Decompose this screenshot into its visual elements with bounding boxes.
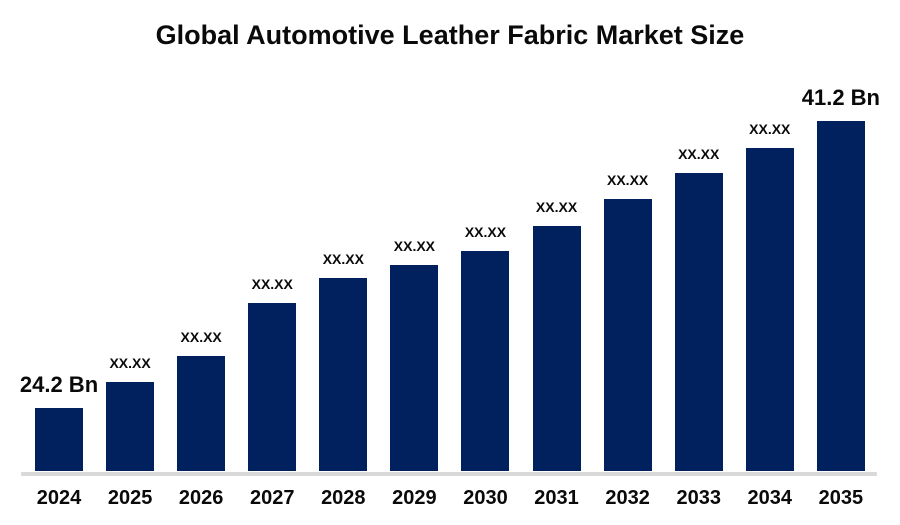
bar-group-2028: XX.XX	[319, 251, 368, 471]
bar	[816, 121, 865, 471]
x-axis-label: 2031	[534, 487, 579, 509]
bar-group-2027: XX.XX	[248, 276, 297, 471]
bar-value-label: 24.2 Bn	[19, 372, 99, 397]
bar	[674, 173, 723, 471]
bar-value-label: XX.XX	[322, 251, 364, 267]
x-axis-label: 2034	[747, 487, 793, 509]
x-axis-label: 2035	[818, 487, 864, 509]
bar-group-2030: XX.XX	[461, 224, 510, 471]
bar-value-label: XX.XX	[464, 224, 507, 240]
bar	[745, 148, 794, 471]
bar-group-2033: XX.XX	[674, 146, 723, 471]
bar-value-label: XX.XX	[393, 238, 436, 254]
x-axis-label: 2027	[249, 487, 295, 509]
bar-value-label: XX.XX	[678, 146, 720, 162]
plot-area: 24.2 Bn XX.XX XX.XX XX.XX XX.XX XX.XX XX.XX XX.…	[20, 60, 880, 471]
bar	[461, 251, 510, 471]
bar-value-label: XX.XX	[749, 121, 791, 137]
x-axis-label: 2024	[36, 487, 82, 509]
x-axis-labels: 2024 2025 2026 2027 2028 2029 2030 2031 2032 2033…	[35, 487, 865, 510]
bar-value-label: XX.XX	[535, 199, 578, 215]
bar	[532, 226, 581, 471]
bar	[603, 199, 652, 471]
x-axis-label: 2026	[178, 487, 224, 509]
bar	[106, 382, 155, 471]
bar	[390, 265, 439, 471]
bar-group-2029: XX.XX	[390, 238, 439, 471]
bar	[248, 303, 297, 471]
bar-value-label: XX.XX	[607, 172, 649, 188]
bar-group-2035: 41.2 Bn	[802, 87, 880, 471]
bar-group-2024: 24.2 Bn	[20, 374, 98, 471]
bar	[177, 356, 226, 471]
bar	[319, 278, 368, 471]
x-axis-label: 2030	[463, 487, 508, 509]
bar-group-2034: XX.XX	[745, 121, 794, 471]
x-axis-label: 2028	[321, 487, 366, 509]
bar-group-2025: XX.XX	[106, 355, 155, 471]
chart-title: Global Automotive Leather Fabric Market …	[155, 20, 745, 50]
bar-value-label: XX.XX	[251, 276, 293, 292]
bar-value-label: XX.XX	[109, 355, 151, 371]
bar-value-label: XX.XX	[180, 329, 222, 345]
bar-group-2031: XX.XX	[532, 199, 581, 471]
bar-group-2032: XX.XX	[603, 172, 652, 471]
x-axis-line	[21, 472, 877, 476]
x-axis-label: 2033	[676, 487, 721, 509]
x-axis-label: 2032	[605, 487, 650, 509]
bar	[35, 408, 83, 471]
x-axis-label: 2029	[392, 487, 437, 509]
x-axis-label: 2025	[107, 487, 153, 509]
bar-value-label: 41.2 Bn	[801, 85, 880, 110]
bar-group-2026: XX.XX	[177, 329, 226, 471]
